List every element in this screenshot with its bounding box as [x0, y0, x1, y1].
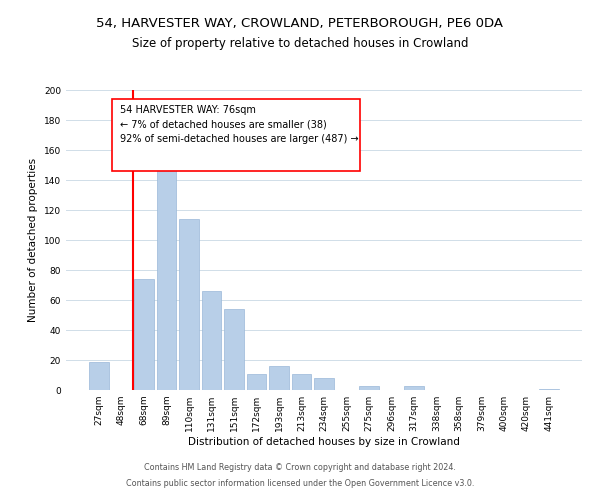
Text: 54 HARVESTER WAY: 76sqm
← 7% of detached houses are smaller (38)
92% of semi-det: 54 HARVESTER WAY: 76sqm ← 7% of detached… [120, 105, 359, 144]
Bar [247, 374, 266, 390]
Bar [359, 386, 379, 390]
X-axis label: Distribution of detached houses by size in Crowland: Distribution of detached houses by size … [188, 437, 460, 447]
Text: 54, HARVESTER WAY, CROWLAND, PETERBOROUGH, PE6 0DA: 54, HARVESTER WAY, CROWLAND, PETERBOROUG… [97, 18, 503, 30]
Y-axis label: Number of detached properties: Number of detached properties [28, 158, 38, 322]
Bar [404, 386, 424, 390]
Text: Size of property relative to detached houses in Crowland: Size of property relative to detached ho… [132, 38, 468, 51]
Text: Contains HM Land Registry data © Crown copyright and database right 2024.: Contains HM Land Registry data © Crown c… [144, 464, 456, 472]
Bar [314, 378, 334, 390]
Bar [157, 164, 176, 390]
Bar [539, 388, 559, 390]
FancyBboxPatch shape [112, 99, 360, 171]
Bar [292, 374, 311, 390]
Bar [134, 279, 154, 390]
Bar [89, 362, 109, 390]
Bar [269, 366, 289, 390]
Bar [202, 291, 221, 390]
Text: Contains public sector information licensed under the Open Government Licence v3: Contains public sector information licen… [126, 478, 474, 488]
Bar [224, 309, 244, 390]
Bar [179, 219, 199, 390]
